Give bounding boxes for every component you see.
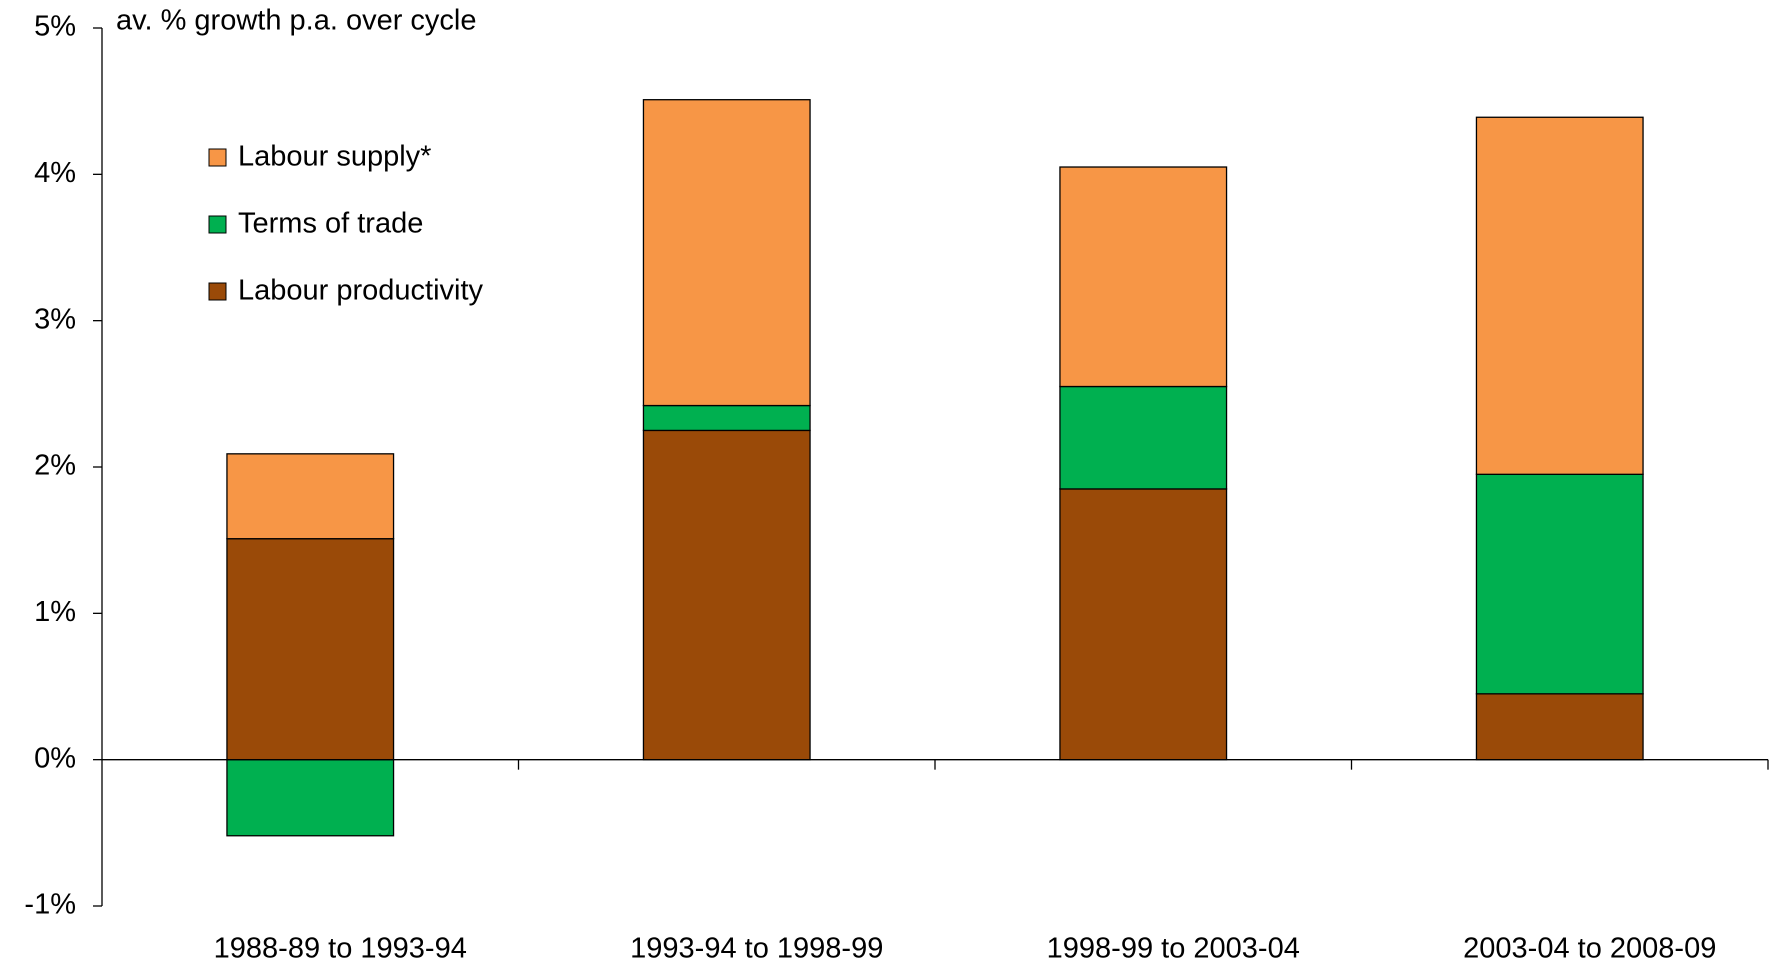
legend-swatch	[208, 282, 227, 301]
bar-segment	[642, 99, 811, 407]
y-tick-label: 5%	[34, 11, 76, 43]
x-tick-label: 1993-94 to 1998-99	[630, 933, 883, 965]
bar-segment	[642, 404, 811, 432]
bar-segment	[226, 759, 395, 837]
x-tick-label: 2003-04 to 2008-09	[1463, 933, 1716, 965]
bar-segment	[1059, 166, 1228, 388]
bar-segment	[1059, 488, 1228, 761]
bar-segment	[226, 453, 395, 540]
y-axis-label: av. % growth p.a. over cycle	[116, 5, 477, 37]
legend-swatch	[208, 215, 227, 234]
y-tick-label: 4%	[34, 157, 76, 189]
bar-segment	[642, 429, 811, 761]
y-tick-label: -1%	[24, 889, 76, 921]
x-tick-label: 1988-89 to 1993-94	[214, 933, 467, 965]
bar-segment	[1475, 473, 1644, 695]
legend-label: Labour productivity	[238, 275, 484, 307]
y-tick-label: 0%	[34, 742, 76, 774]
bar-segment	[1475, 116, 1644, 475]
bar-segment	[1475, 693, 1644, 761]
y-tick-label: 2%	[34, 450, 76, 482]
y-tick-label: 1%	[34, 596, 76, 628]
legend-label: Terms of trade	[238, 208, 423, 240]
legend-label: Labour supply*	[238, 141, 431, 173]
legend-swatch	[208, 148, 227, 167]
bar-segment	[226, 538, 395, 761]
y-tick-label: 3%	[34, 303, 76, 335]
x-tick-label: 1998-99 to 2003-04	[1047, 933, 1300, 965]
bar-segment	[1059, 385, 1228, 490]
